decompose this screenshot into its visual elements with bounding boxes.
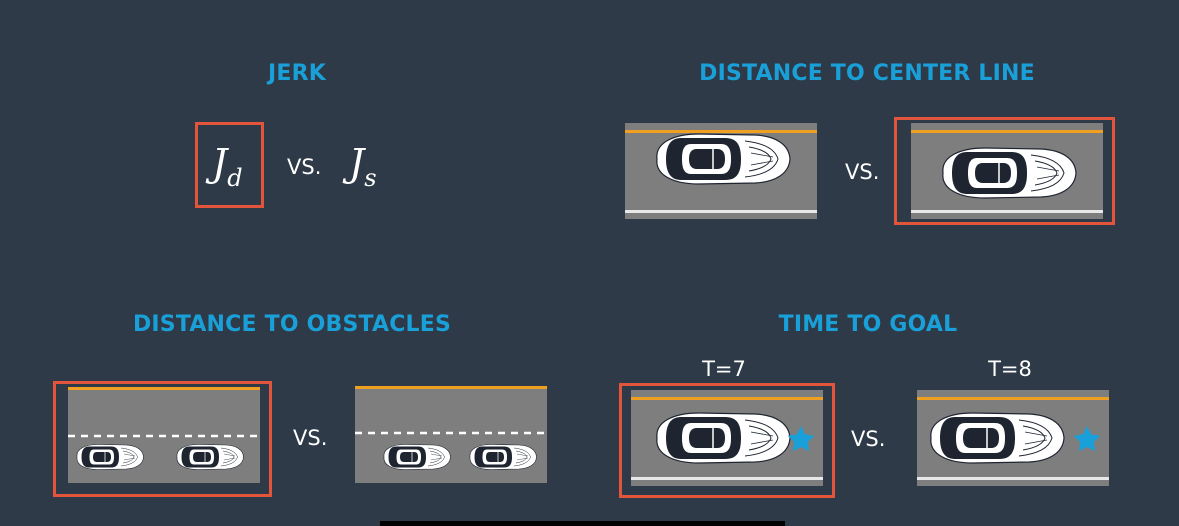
car-icon <box>469 444 537 470</box>
goal-right-label: T=8 <box>988 357 1032 381</box>
center-road-left <box>625 123 817 219</box>
jerk-s-symbol: Js <box>349 141 377 192</box>
goal-left-label: T=7 <box>702 357 746 381</box>
jerk-vs-label: VS. <box>287 155 322 179</box>
jerk-highlight-box <box>195 122 264 208</box>
obstacles-road-left <box>68 387 260 483</box>
jerk-d-symbol: Jd <box>212 141 243 192</box>
center-highlight-box <box>894 117 1115 225</box>
center-road-right <box>911 123 1103 219</box>
car-icon <box>656 133 791 185</box>
car-icon <box>942 147 1077 199</box>
center-line-title: DISTANCE TO CENTER LINE <box>699 61 1035 86</box>
obstacles-road-right <box>355 386 547 483</box>
goal-road-left <box>631 390 823 486</box>
goal-highlight-box <box>619 383 835 498</box>
jerk-title: JERK <box>267 61 327 86</box>
obstacles-vs-label: VS. <box>293 426 328 450</box>
car-icon <box>656 412 791 464</box>
car-icon <box>176 444 244 470</box>
goal-road-right <box>917 390 1109 486</box>
obstacles-title: DISTANCE TO OBSTACLES <box>132 312 452 337</box>
car-icon <box>930 412 1065 464</box>
goal-title: TIME TO GOAL <box>778 312 958 337</box>
car-icon <box>383 444 451 470</box>
goal-vs-label: VS. <box>851 427 886 451</box>
car-icon <box>76 444 144 470</box>
video-progress-bar <box>380 521 785 526</box>
obstacles-highlight-box <box>53 381 272 497</box>
center-vs-label: VS. <box>845 160 880 184</box>
